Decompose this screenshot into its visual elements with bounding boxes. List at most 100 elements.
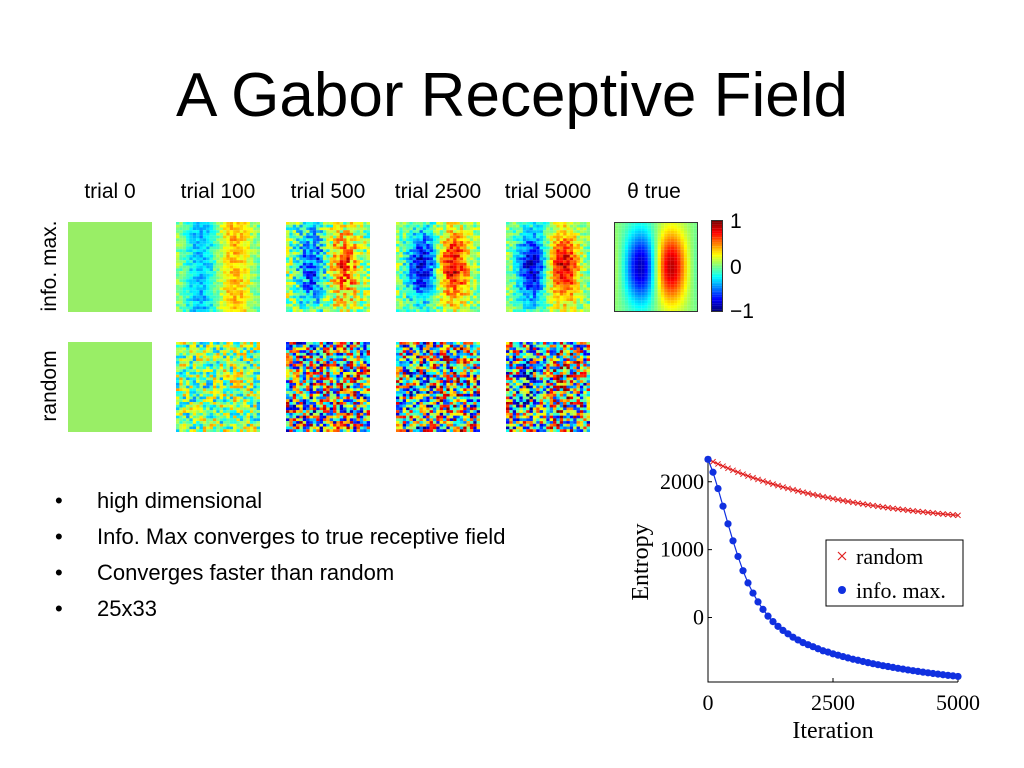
series-random <box>705 456 961 519</box>
data-point-info-max <box>764 612 772 620</box>
row-label-random: random <box>38 350 61 422</box>
data-point-random <box>895 506 901 512</box>
data-point-random <box>795 488 801 494</box>
data-point-random <box>725 465 731 472</box>
bullet-marker: • <box>55 524 63 549</box>
data-point-random <box>905 507 911 514</box>
y-tick-label: 1000 <box>660 537 704 562</box>
data-point-random <box>760 478 766 485</box>
data-point-random <box>800 489 806 496</box>
panel-infomax-trial-5000 <box>506 222 590 312</box>
panel-random-trial-100 <box>176 342 260 432</box>
column-label-trial-0: trial 0 <box>84 180 136 203</box>
bullet-text: high dimensional <box>97 488 263 513</box>
series-info-max <box>704 455 962 681</box>
column-label-trial-2500: trial 2500 <box>394 180 482 203</box>
chart-legend: random info. max. <box>825 539 964 607</box>
bullet-list: • high dimensional • Info. Max converges t… <box>55 483 615 627</box>
data-point-random <box>770 481 776 488</box>
row-label-info-max: info. max. <box>38 220 61 312</box>
panel-infomax-trial-0 <box>68 222 152 312</box>
data-point-random <box>835 496 841 503</box>
data-point-random <box>925 509 931 516</box>
data-point-random <box>885 504 891 511</box>
slide-title: A Gabor Receptive Field <box>175 61 848 130</box>
column-label-trial-100: trial 100 <box>180 180 256 203</box>
bullet-text: 25x33 <box>97 596 157 621</box>
data-point-random <box>955 512 961 519</box>
data-point-info-max <box>704 455 712 463</box>
data-point-random <box>875 503 881 510</box>
data-point-info-max <box>724 520 732 528</box>
panel-random-trial-500 <box>286 342 370 432</box>
bullet-marker: • <box>55 488 63 513</box>
legend-box <box>825 539 964 607</box>
chart-axes: 0 1000 2000 0 2500 5000 Iteration Entropy <box>628 458 980 744</box>
data-point-random <box>805 490 811 497</box>
data-point-random <box>740 471 746 478</box>
colorbar-tick-min: −1 <box>730 300 754 323</box>
data-point-random <box>860 501 866 507</box>
panel-infomax-trial-500 <box>286 222 370 312</box>
panel-theta-true <box>614 222 698 312</box>
data-point-random <box>910 507 916 514</box>
data-point-random <box>820 493 826 500</box>
colorbar-tick-max: 1 <box>730 210 742 233</box>
data-point-info-max <box>754 598 762 606</box>
data-point-info-max <box>954 672 962 681</box>
data-point-random <box>730 467 736 474</box>
data-point-random <box>920 509 926 515</box>
receptive-field-figure: trial 0 trial 100 trial 500 trial 2500 t… <box>30 172 770 440</box>
data-point-random <box>810 491 816 498</box>
bullet-marker: • <box>55 560 63 585</box>
data-point-random <box>790 486 796 493</box>
x-tick-label: 2500 <box>811 690 855 715</box>
data-point-random <box>755 476 761 483</box>
x-axis-label: Iteration <box>792 718 873 744</box>
x-tick-label: 5000 <box>936 690 980 715</box>
y-axis-label: Entropy <box>628 523 654 600</box>
data-point-random <box>775 482 781 489</box>
bullet-item: • Info. Max converges to true receptive f… <box>55 519 615 555</box>
bullet-item: • high dimensional <box>55 483 615 519</box>
data-point-random <box>830 495 836 502</box>
data-point-random <box>785 485 791 492</box>
x-tick-label: 0 <box>703 690 714 715</box>
data-point-random <box>735 469 741 476</box>
data-point-random <box>825 494 831 501</box>
data-point-random <box>815 492 821 499</box>
data-point-random <box>745 473 751 479</box>
column-label-trial-5000: trial 5000 <box>504 180 592 203</box>
data-point-random <box>765 479 771 486</box>
data-point-info-max <box>774 622 782 630</box>
colorbar <box>711 220 723 312</box>
panel-random-trial-5000 <box>506 342 590 432</box>
panel-infomax-trial-2500 <box>396 222 480 312</box>
data-point-random <box>880 504 886 511</box>
y-tick-label: 0 <box>693 605 704 630</box>
data-point-random <box>865 501 871 508</box>
panel-infomax-trial-100 <box>176 222 260 312</box>
data-point-random <box>720 463 726 470</box>
data-point-random <box>855 500 861 507</box>
legend-label-info-max: info. max. <box>856 578 946 603</box>
data-point-random <box>900 506 906 513</box>
panel-random-trial-0 <box>68 342 152 432</box>
bullet-marker: • <box>55 596 63 621</box>
data-point-random <box>940 511 946 517</box>
data-point-info-max <box>714 484 722 493</box>
bullet-text: Converges faster than random <box>97 560 395 585</box>
entropy-chart: 0 1000 2000 0 2500 5000 Iteration Entropy rando… <box>628 455 980 744</box>
data-point-random <box>935 510 941 517</box>
data-point-random <box>780 484 786 491</box>
data-point-random <box>850 499 856 506</box>
bullet-item: • 25x33 <box>55 591 615 627</box>
data-point-random <box>840 497 846 504</box>
data-point-info-max <box>744 579 752 587</box>
data-point-random <box>930 510 936 516</box>
colorbar-tick-mid: 0 <box>730 256 742 279</box>
data-point-random <box>950 511 956 518</box>
data-point-random <box>890 505 896 512</box>
legend-marker-info-max <box>838 586 846 594</box>
data-point-info-max <box>729 537 737 545</box>
